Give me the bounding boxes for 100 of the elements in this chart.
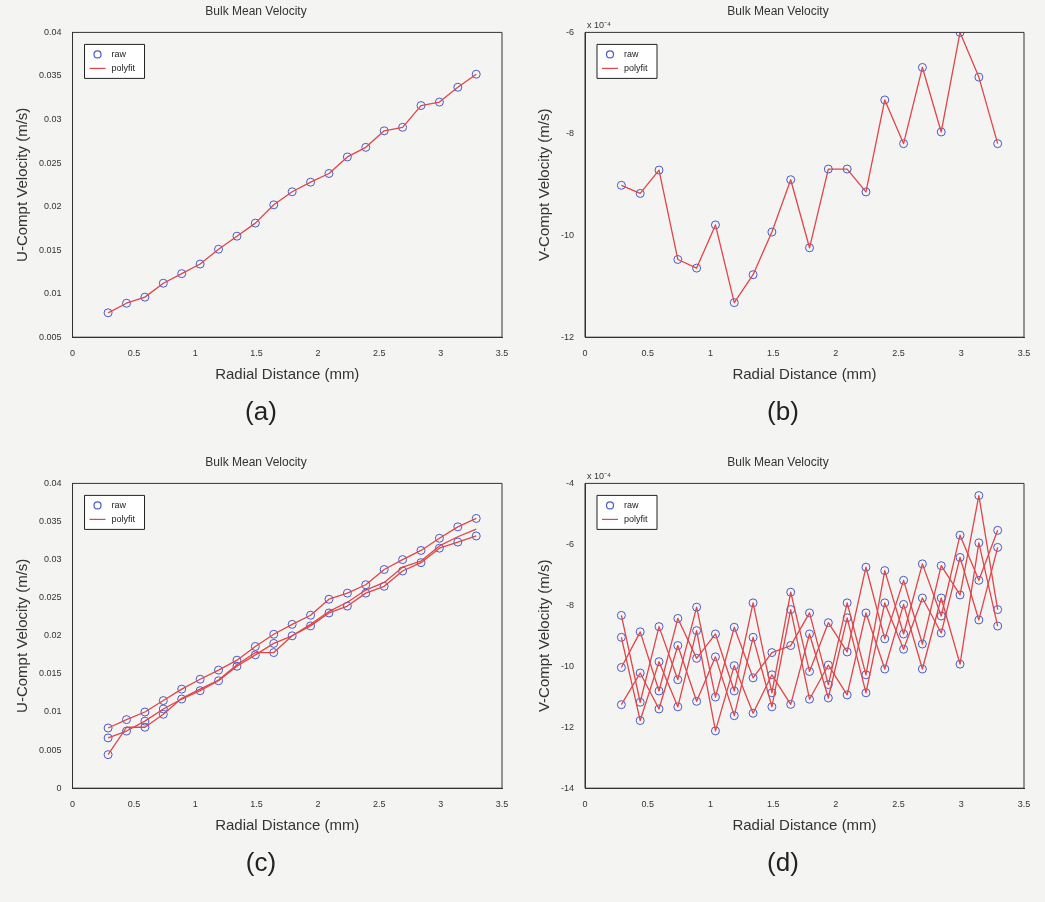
legend-label: polyfit <box>624 62 649 73</box>
point <box>748 270 758 280</box>
point <box>823 660 833 670</box>
x-tick-label: 1.5 <box>250 799 263 810</box>
y-tick-label: 0.01 <box>43 288 62 299</box>
point <box>805 608 815 618</box>
point <box>635 188 645 198</box>
point <box>899 139 909 149</box>
point <box>955 552 965 562</box>
point <box>654 165 664 175</box>
y-tick-label: 0.01 <box>43 706 62 717</box>
point <box>434 543 444 553</box>
point <box>416 558 426 568</box>
y-tick-label: 0.03 <box>43 554 62 565</box>
point <box>453 522 463 532</box>
point <box>103 750 113 760</box>
y-tick-label: -14 <box>560 782 575 793</box>
y-axis-title: V-Compt Velocity (m/s) <box>535 108 553 262</box>
point <box>767 227 777 237</box>
point <box>880 598 890 608</box>
point <box>786 641 796 651</box>
point <box>453 537 463 547</box>
y-tick-label: 0 <box>56 782 62 793</box>
x-tick-label: 2.5 <box>892 799 905 810</box>
point <box>140 722 150 732</box>
y-tick-label: 0.015 <box>38 668 62 679</box>
point <box>673 641 683 651</box>
x-tick-label: 2 <box>833 799 839 810</box>
point <box>710 652 720 662</box>
point <box>673 702 683 712</box>
y-tick-label: -8 <box>565 599 575 610</box>
x-tick-label: 1.5 <box>766 799 780 810</box>
point <box>936 593 946 603</box>
point <box>379 126 389 136</box>
point <box>342 588 352 598</box>
text: x 10⁻⁴ <box>587 20 612 31</box>
point <box>177 684 187 694</box>
point <box>974 615 984 625</box>
point <box>880 95 890 105</box>
point <box>767 688 777 698</box>
point <box>710 726 720 736</box>
point <box>232 231 242 241</box>
point <box>861 670 871 680</box>
point <box>635 697 645 707</box>
point <box>729 298 739 308</box>
point <box>416 545 426 555</box>
point <box>805 629 815 639</box>
chart-title: Bulk Mean Velocity <box>205 3 307 18</box>
x-tick-label: 2.5 <box>373 799 386 810</box>
point <box>955 590 965 600</box>
point <box>434 533 444 543</box>
point <box>692 263 702 273</box>
point <box>453 82 463 92</box>
point <box>177 269 187 279</box>
point <box>269 629 279 639</box>
x-tick-label: 2 <box>315 348 321 359</box>
point <box>471 531 481 541</box>
point <box>306 177 316 187</box>
point <box>917 664 927 674</box>
x-tick-label: 3.5 <box>495 799 509 810</box>
y-tick-label: -10 <box>560 230 575 241</box>
point <box>616 663 626 672</box>
point <box>434 97 444 107</box>
point <box>974 72 984 82</box>
legend-label: raw <box>624 48 640 59</box>
point <box>140 707 150 717</box>
point <box>861 688 871 698</box>
chart-title: Bulk Mean Velocity <box>205 454 307 469</box>
point <box>974 491 984 501</box>
point <box>917 639 927 649</box>
x-tick-label: 3.5 <box>1017 348 1031 359</box>
x-tick-label: 1.5 <box>766 348 780 359</box>
legend-label: raw <box>624 499 640 510</box>
point <box>786 175 796 185</box>
x-tick-label: 0.5 <box>127 799 141 810</box>
y-tick-label: 0.03 <box>43 113 62 124</box>
x-tick-label: 0.5 <box>127 348 141 359</box>
point <box>842 690 852 700</box>
point <box>635 716 645 726</box>
point <box>306 610 316 620</box>
x-tick-label: 0.5 <box>641 348 654 359</box>
point <box>842 613 852 623</box>
point <box>250 218 260 228</box>
legend-label: polyfit <box>624 513 649 524</box>
y-tick-label: 0.02 <box>43 201 62 212</box>
point <box>471 69 481 79</box>
x-tick-label: 3 <box>438 348 444 359</box>
point <box>692 696 702 706</box>
y-tick-label: -6 <box>565 26 575 37</box>
point <box>287 187 297 197</box>
point <box>616 632 626 642</box>
y-axis-title: U-Compt Velocity (m/s) <box>13 558 31 713</box>
point <box>635 627 645 637</box>
legend-label: raw <box>111 499 127 510</box>
x-tick-label: 1.5 <box>250 348 263 359</box>
point <box>103 723 113 733</box>
point <box>899 599 909 609</box>
point <box>122 726 132 736</box>
point <box>214 665 224 675</box>
point <box>936 611 946 621</box>
